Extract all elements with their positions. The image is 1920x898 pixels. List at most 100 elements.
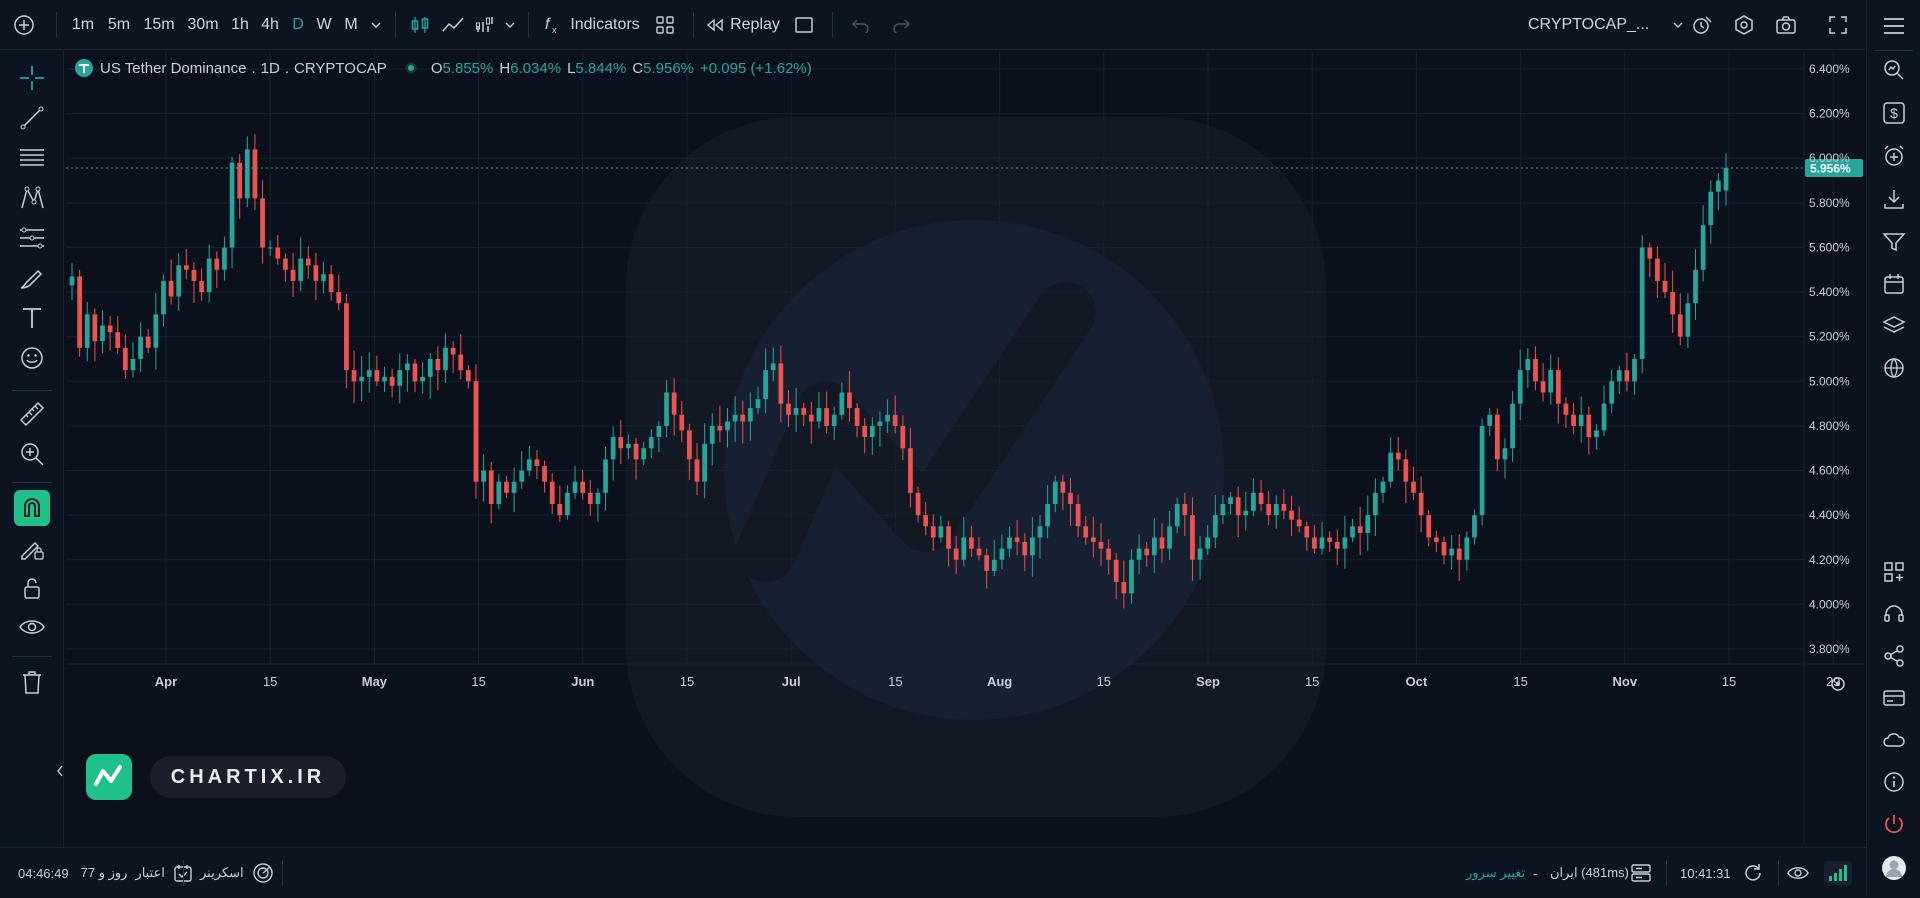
timeframe-chevron-down-icon[interactable]	[365, 0, 387, 50]
chart-area[interactable]: 5.956% 6.400% 6.200% 6.000% 5.800% 5.600% 5.4…	[66, 52, 1864, 844]
legend-symbol[interactable]: US Tether Dominance	[100, 59, 247, 77]
candle-body	[831, 414, 837, 426]
candle	[1258, 480, 1264, 512]
info-icon[interactable]	[1880, 768, 1908, 796]
candle	[130, 342, 136, 378]
price-axis[interactable]: 6.400% 6.200% 6.000% 5.800% 5.600% 5.400% 5.20…	[1803, 52, 1850, 844]
power-icon[interactable]	[1880, 810, 1908, 838]
timeframe-4h[interactable]: 4h	[261, 15, 279, 33]
add-symbol-icon[interactable]	[0, 0, 48, 50]
menu-icon[interactable]	[1880, 12, 1908, 40]
candle-body	[595, 492, 601, 504]
candle	[252, 134, 258, 211]
fullscreen-square-icon[interactable]	[784, 0, 824, 50]
visibility-eye-icon[interactable]	[1786, 848, 1810, 898]
candle	[138, 322, 143, 373]
price-tick-label: 4.400%	[1809, 508, 1850, 522]
candles-type-icon[interactable]	[404, 0, 436, 50]
candle	[1281, 489, 1287, 519]
calendar-icon[interactable]	[1880, 270, 1908, 298]
camera-icon[interactable]	[1770, 0, 1802, 50]
pattern-icon[interactable]	[14, 180, 50, 216]
support-headset-icon[interactable]	[1880, 600, 1908, 628]
ruler-icon[interactable]	[14, 396, 50, 432]
layout-grid-icon[interactable]	[645, 0, 685, 50]
candle-body	[206, 258, 212, 293]
candle-body	[214, 258, 220, 270]
toolbar-divider	[693, 11, 694, 38]
candlestick-chart[interactable]: 5.956% 6.400% 6.200% 6.000% 5.800% 5.600% 5.4…	[66, 52, 1864, 844]
download-icon[interactable]	[1880, 185, 1908, 213]
alert-clock-icon[interactable]	[1686, 0, 1718, 50]
timeframe-1h[interactable]: 1h	[231, 15, 249, 33]
candle	[1494, 408, 1500, 472]
axis-settings-icon[interactable]	[1831, 677, 1845, 691]
timeframe-5m[interactable]: 5m	[107, 15, 131, 33]
dollar-icon[interactable]: $	[1880, 99, 1908, 127]
filter-icon[interactable]	[1880, 228, 1908, 256]
expand-icon[interactable]	[1822, 0, 1854, 50]
card-icon[interactable]	[1880, 684, 1908, 712]
candle-body	[1494, 414, 1500, 460]
time-tick-label: Jun	[571, 674, 594, 689]
candle	[1533, 346, 1538, 391]
candle-body	[130, 359, 136, 371]
settings-hexagon-icon[interactable]	[1728, 0, 1760, 50]
candle-body	[885, 414, 890, 422]
share-icon[interactable]	[1880, 642, 1908, 670]
trash-icon[interactable]	[14, 664, 50, 700]
layers-icon[interactable]	[1880, 312, 1908, 340]
timeframe-m[interactable]: M	[344, 15, 358, 33]
timeframe-w[interactable]: W	[316, 15, 332, 33]
candle-body	[458, 354, 464, 371]
fib-retracement-icon[interactable]	[14, 220, 50, 256]
candle-body	[557, 504, 563, 516]
trend-line-icon[interactable]	[14, 100, 50, 136]
eye-icon[interactable]	[14, 610, 50, 646]
server-icon[interactable]	[1630, 848, 1652, 898]
emoji-icon[interactable]	[14, 340, 50, 376]
candle-body	[717, 425, 723, 431]
candle	[671, 378, 677, 436]
replay-button[interactable]: Replay	[702, 0, 784, 50]
screener-button[interactable]: اسکرینر	[200, 848, 274, 898]
avatar[interactable]	[1880, 854, 1908, 882]
timeframe-d[interactable]: D	[292, 15, 304, 33]
time-axis[interactable]: Apr 15 May 15 Jun 15 Jul 15 Aug 15 Sep 15 Oct 15 Nov 15…	[66, 663, 1864, 691]
refresh-icon[interactable]	[1742, 848, 1764, 898]
lock-pencil-icon[interactable]	[14, 530, 50, 566]
cloud-icon[interactable]	[1880, 726, 1908, 754]
brush-icon[interactable]	[14, 260, 50, 296]
horizontal-lines-icon[interactable]	[14, 140, 50, 176]
candle	[1342, 515, 1348, 569]
candle	[1601, 385, 1607, 437]
lock-icon[interactable]	[14, 570, 50, 606]
candle	[542, 460, 547, 493]
area-chart-icon[interactable]	[470, 0, 500, 50]
candle	[1510, 390, 1515, 462]
alarm-add-icon[interactable]	[1880, 142, 1908, 170]
collapse-chevron-icon[interactable]	[56, 764, 66, 778]
search-chart-icon[interactable]	[1880, 56, 1908, 84]
legend-close: 5.956%	[643, 59, 695, 77]
candle-body	[1418, 492, 1424, 516]
redo-icon[interactable]	[881, 0, 921, 50]
timeframe-1m[interactable]: 1m	[71, 15, 95, 33]
zoom-in-icon[interactable]	[14, 436, 50, 472]
candle	[488, 461, 494, 524]
candle	[1441, 536, 1447, 565]
text-tool-icon[interactable]	[14, 300, 50, 336]
widgets-add-icon[interactable]	[1880, 558, 1908, 586]
magnet-icon[interactable]	[14, 490, 50, 526]
candle	[1411, 466, 1416, 500]
timeframe-30m[interactable]: 30m	[187, 15, 219, 33]
chart-type-chevron-down-icon[interactable]	[500, 0, 520, 50]
globe-icon[interactable]	[1880, 354, 1908, 382]
crosshair-icon[interactable]	[14, 60, 50, 96]
timeframe-15m[interactable]: 15m	[143, 15, 175, 33]
server-change-button[interactable]: تغییر سرور	[1466, 865, 1526, 880]
symbol-selector[interactable]: CRYPTOCAP_...	[1528, 0, 1683, 50]
line-chart-icon[interactable]	[436, 0, 470, 50]
undo-icon[interactable]	[841, 0, 881, 50]
